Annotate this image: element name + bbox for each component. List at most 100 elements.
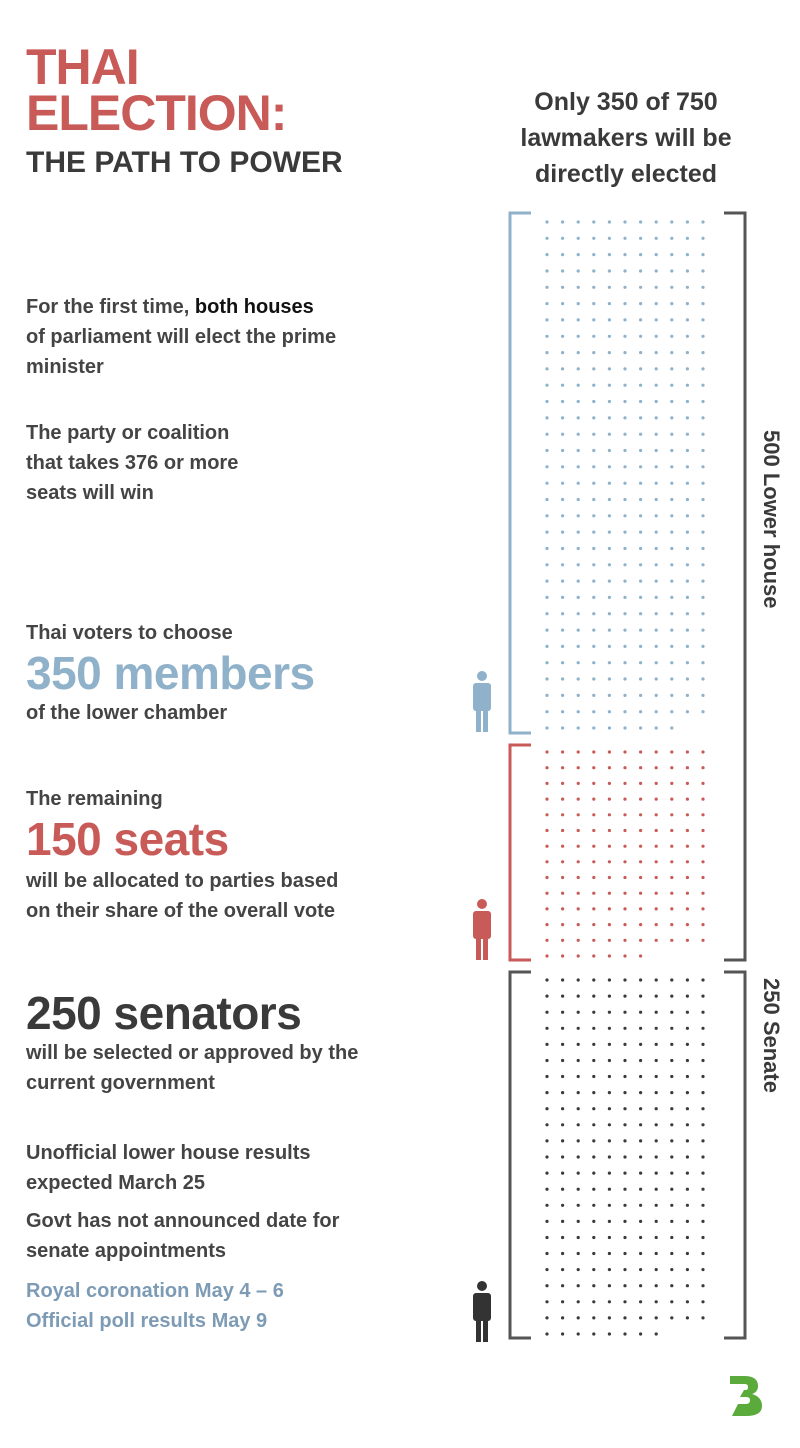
seat-dot xyxy=(639,1107,643,1111)
seat-dot xyxy=(607,954,612,958)
seat-dot xyxy=(670,1235,674,1240)
seat-dot xyxy=(623,1026,627,1030)
seat-dot xyxy=(639,891,643,895)
lower-members-bracket xyxy=(508,211,531,735)
seat-dot xyxy=(654,1171,658,1175)
seat-dot xyxy=(592,318,596,322)
seat-dot xyxy=(592,1107,596,1111)
seat-dot xyxy=(685,236,690,240)
seat-dot xyxy=(545,302,549,306)
seat-dot xyxy=(545,416,549,420)
intro-p1-bold: both houses xyxy=(194,296,314,318)
seat-dot xyxy=(592,1219,596,1223)
seat-dot xyxy=(623,677,627,681)
seat-dot xyxy=(576,1316,580,1320)
seat-dot xyxy=(685,923,690,927)
seat-dot xyxy=(576,399,580,404)
seat-dot xyxy=(545,1171,549,1175)
seat-dot xyxy=(545,644,549,649)
seat-dot xyxy=(701,1251,705,1256)
seat-dot xyxy=(670,628,674,632)
seat-dot xyxy=(639,710,643,714)
seat-dot xyxy=(685,367,690,371)
seat-dot xyxy=(576,1091,580,1095)
seat-dot xyxy=(561,269,565,273)
seat-dot xyxy=(592,693,596,698)
seat-dot xyxy=(623,481,627,485)
seat-dot xyxy=(607,399,612,404)
seat-dot xyxy=(623,1091,627,1095)
seat-dot xyxy=(685,1300,690,1304)
seat-dot xyxy=(623,661,627,665)
seat-dot xyxy=(685,1316,690,1320)
seat-dot xyxy=(670,1219,674,1223)
seat-dot xyxy=(654,907,658,911)
seat-dot xyxy=(561,285,565,289)
seat-dot xyxy=(607,465,612,469)
seat-dot xyxy=(654,1010,658,1014)
seat-dot xyxy=(685,1010,690,1014)
seat-dot xyxy=(701,416,705,420)
seat-dot xyxy=(545,923,549,927)
seat-dot xyxy=(545,595,549,600)
seat-dot xyxy=(561,923,565,927)
seat-dot xyxy=(685,563,690,567)
seat-dot xyxy=(654,677,658,681)
seat-dot xyxy=(685,1026,690,1030)
seat-dot xyxy=(623,351,627,355)
seat-dot xyxy=(592,334,596,338)
seat-dot xyxy=(701,813,705,817)
seat-dot xyxy=(701,1139,705,1143)
seat-dot xyxy=(592,612,596,616)
seat-dot xyxy=(701,285,705,289)
seat-dot xyxy=(685,1284,690,1288)
seat-dot xyxy=(607,351,612,355)
seat-dot xyxy=(561,1026,565,1030)
seat-dot xyxy=(576,383,580,387)
seat-dot xyxy=(545,367,549,371)
seat-dot xyxy=(592,1332,596,1336)
publisher-logo xyxy=(724,1370,768,1418)
seat-dot xyxy=(561,750,565,754)
seat-dot xyxy=(545,497,549,502)
seat-dot xyxy=(545,1268,549,1272)
seat-dot xyxy=(639,399,643,404)
seat-dot xyxy=(592,1042,596,1046)
seat-dot xyxy=(670,1268,674,1272)
seat-dot xyxy=(592,253,596,257)
seat-dot xyxy=(561,710,565,714)
seat-dot xyxy=(592,781,596,786)
seat-dot xyxy=(685,1091,690,1095)
seat-dot xyxy=(607,1139,612,1143)
seat-dot xyxy=(685,416,690,420)
seat-dot xyxy=(545,1187,549,1191)
seat-dot xyxy=(545,481,549,485)
seat-dot xyxy=(701,351,705,355)
seat-dot xyxy=(623,448,627,453)
seat-dot xyxy=(623,236,627,240)
seat-dot xyxy=(545,938,549,942)
seat-dot xyxy=(561,1058,565,1063)
seat-dot xyxy=(639,1203,643,1207)
seat-dot xyxy=(561,828,565,833)
seat-dot xyxy=(639,661,643,665)
seat-dot xyxy=(639,677,643,681)
seat-dot xyxy=(607,781,612,786)
seat-dot xyxy=(670,710,674,714)
seat-dot xyxy=(685,579,690,583)
seat-dot xyxy=(654,497,658,502)
seat-dot xyxy=(670,546,674,551)
seat-dot xyxy=(576,546,580,551)
seat-dot xyxy=(545,1251,549,1256)
seat-dot xyxy=(670,334,674,338)
seat-dot xyxy=(701,891,705,895)
seat-dot xyxy=(561,1203,565,1207)
title-line2: ELECTION: xyxy=(26,85,287,141)
seat-dot xyxy=(701,875,705,880)
seat-dot xyxy=(623,514,627,518)
seat-dot xyxy=(654,367,658,371)
seat-dot xyxy=(576,432,580,436)
seat-dot xyxy=(639,1284,643,1288)
seat-dot xyxy=(670,1074,674,1079)
seat-dot xyxy=(545,1155,549,1159)
